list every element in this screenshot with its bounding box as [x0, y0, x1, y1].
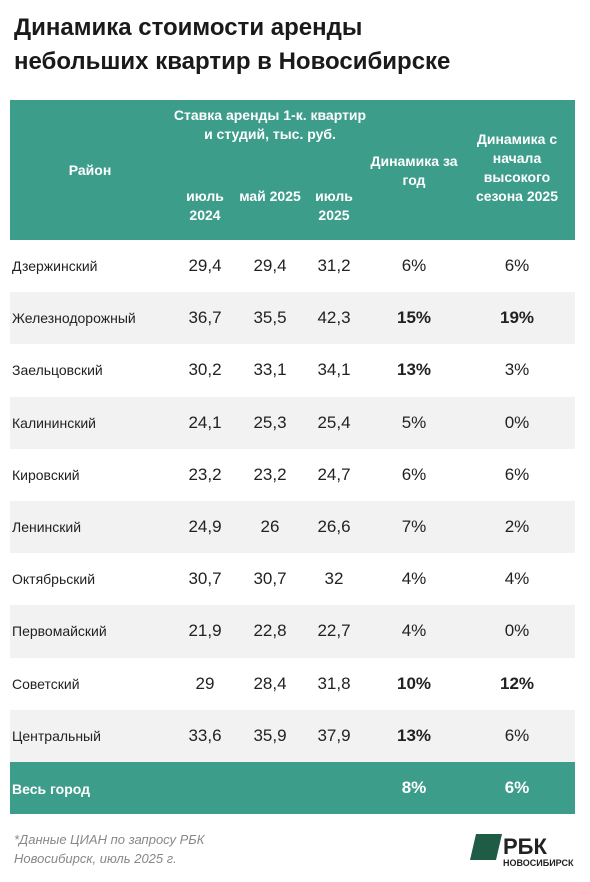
logo-text: РБК — [503, 834, 547, 859]
logo-shape — [470, 834, 502, 860]
column-group-header: Ставка аренды 1-к. квартир и студий, тыс… — [173, 107, 367, 142]
logo-sub: НОВОСИБИРСК — [503, 858, 574, 868]
cell-value: 29 — [195, 673, 215, 693]
column-header: Динамика с начала высокого сезона 2025 — [475, 131, 558, 204]
total-value: 8% — [401, 778, 427, 797]
cell-value: 6% — [504, 725, 530, 745]
column-header: июль 2025 — [315, 188, 353, 223]
district: Заельцовский — [12, 362, 103, 379]
cell-value: 4% — [504, 569, 530, 589]
column-header: Динамика за год — [370, 153, 458, 188]
cell-value: 29,4 — [188, 256, 222, 275]
cell-value: 37,9 — [317, 725, 351, 745]
cell-value: 29,4 — [253, 256, 287, 275]
row-bg — [10, 448, 575, 501]
cell-value: 26,6 — [317, 517, 351, 536]
district: Ленинский — [12, 519, 82, 535]
cell-value: 4% — [401, 621, 427, 641]
cell-value: 6% — [504, 256, 530, 275]
cell-value: 13% — [396, 725, 432, 745]
total-row-bg — [10, 762, 575, 814]
cell-value: 10% — [396, 673, 432, 693]
cell-value: 0% — [504, 621, 530, 641]
cell-value: 23,2 — [188, 464, 222, 484]
cell-value: 4% — [401, 569, 427, 589]
cell-value: 13% — [396, 360, 432, 380]
cell-value: 6% — [504, 464, 530, 484]
district: Советский — [12, 675, 80, 692]
cell-value: 2% — [504, 517, 530, 536]
total-value: 6% — [504, 778, 530, 797]
cell-value: 30,2 — [188, 360, 222, 380]
logo: РБК НОВОСИБИРСК — [470, 834, 574, 868]
cell-value: 33,1 — [253, 360, 287, 380]
cell-value: 3% — [504, 360, 530, 380]
column-header: май 2025 — [239, 188, 301, 204]
cell-value: 35,5 — [253, 308, 287, 328]
district: Кировский — [12, 466, 80, 483]
title-line: небольших квартир в Новосибирске — [14, 48, 451, 75]
cell-value: 36,7 — [188, 308, 222, 328]
cell-value: 28,4 — [253, 673, 287, 693]
cell-value: 22,7 — [317, 621, 351, 641]
row-bg — [10, 605, 575, 658]
row-bg — [10, 240, 575, 293]
footnote: *Данные ЦИАН по запросу РБК Новосибирск,… — [14, 832, 205, 866]
cell-value: 12% — [499, 673, 535, 693]
cell-value: 32 — [324, 569, 344, 589]
cell-value: 30,7 — [253, 569, 287, 589]
cell-value: 30,7 — [188, 569, 222, 589]
row-bg — [10, 553, 575, 606]
district: Железнодорожный — [12, 310, 136, 327]
cell-value: 24,9 — [188, 517, 222, 536]
cell-value: 22,8 — [253, 621, 287, 641]
district: Октябрьский — [12, 571, 96, 588]
row-bg — [10, 709, 575, 762]
cell-value: 34,1 — [317, 360, 351, 380]
cell-value: 23,2 — [253, 464, 287, 484]
row-bg — [10, 292, 575, 345]
cell-value: 7% — [401, 517, 427, 536]
cell-value: 25,3 — [253, 412, 287, 432]
cell-value: 6% — [401, 464, 427, 484]
cell-value: 15% — [396, 308, 432, 328]
cell-value: 31,2 — [317, 256, 351, 275]
cell-value: 31,8 — [317, 673, 351, 693]
district: Калининский — [12, 414, 96, 431]
cell-value: 24,1 — [188, 412, 222, 432]
cell-value: 25,4 — [317, 412, 351, 432]
cell-value: 6% — [401, 256, 427, 275]
cell-value: 5% — [401, 412, 427, 432]
cell-value: 33,6 — [188, 725, 222, 745]
column-header: Район — [68, 162, 112, 178]
district: Центральный — [12, 727, 101, 744]
row-bg — [10, 657, 575, 710]
cell-value: 19% — [499, 308, 535, 328]
table-header-bg — [10, 100, 575, 240]
cell-value: 42,3 — [317, 308, 351, 328]
total-label: Весь город — [12, 781, 90, 797]
district: Первомайский — [12, 623, 107, 640]
row-bg — [10, 501, 575, 554]
cell-value: 35,9 — [253, 725, 287, 745]
row-bg — [10, 344, 575, 397]
district: Дзержинский — [12, 258, 98, 274]
title-line: Динамика стоимости аренды — [14, 14, 363, 41]
cell-value: 24,7 — [317, 464, 351, 484]
column-header: июль 2024 — [186, 188, 224, 223]
cell-value: 0% — [504, 412, 530, 432]
cell-value: 26 — [260, 517, 280, 536]
cell-value: 21,9 — [188, 621, 222, 641]
row-bg — [10, 396, 575, 449]
